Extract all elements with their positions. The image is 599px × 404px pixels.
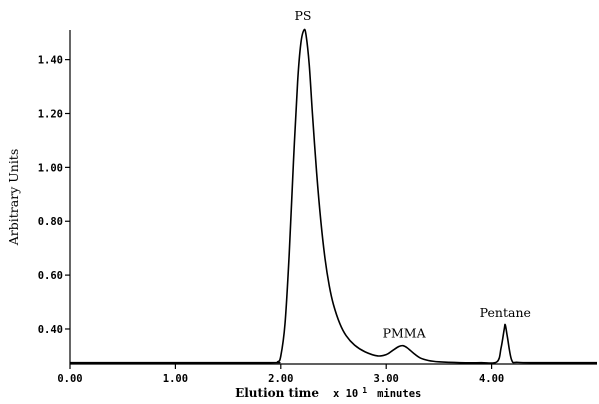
peak-annotations: PS PMMA Pentane <box>294 8 530 341</box>
peak-label-pentane: Pentane <box>480 305 531 320</box>
y-tick-label: 1.20 <box>38 109 63 121</box>
x-axis-title: Elution time x 10 1 minutes <box>235 380 421 401</box>
y-ticks: 0.40 0.60 0.80 1.00 1.20 1.40 <box>38 55 70 336</box>
y-tick-label: 0.80 <box>38 216 63 228</box>
y-tick-label: 0.60 <box>38 270 63 282</box>
x-axis-title-main: Elution time <box>235 386 319 400</box>
x-axis-title-unit-suffix: minutes <box>377 388 421 400</box>
x-tick-label: 0.00 <box>57 373 82 385</box>
x-tick-label: 3.00 <box>374 373 399 385</box>
axes <box>69 30 597 365</box>
x-tick-label: 2.00 <box>268 373 293 385</box>
x-tick-label: 1.00 <box>163 373 188 385</box>
x-axis-title-unit: x 10 <box>333 388 358 400</box>
x-axis-title-exponent: 1 <box>362 386 367 395</box>
y-tick-label: 1.00 <box>38 162 63 174</box>
y-axis-title: Arbitrary Units <box>6 149 21 246</box>
x-tick-label: 4.00 <box>479 373 504 385</box>
y-tick-label: 0.40 <box>38 324 63 336</box>
x-ticks: 0.00 1.00 2.00 3.00 4.00 <box>57 364 504 385</box>
chromatogram-trace <box>69 28 598 364</box>
y-tick-label: 1.40 <box>38 55 63 67</box>
peak-label-pmma: PMMA <box>383 326 427 341</box>
peak-label-ps: PS <box>294 8 311 23</box>
